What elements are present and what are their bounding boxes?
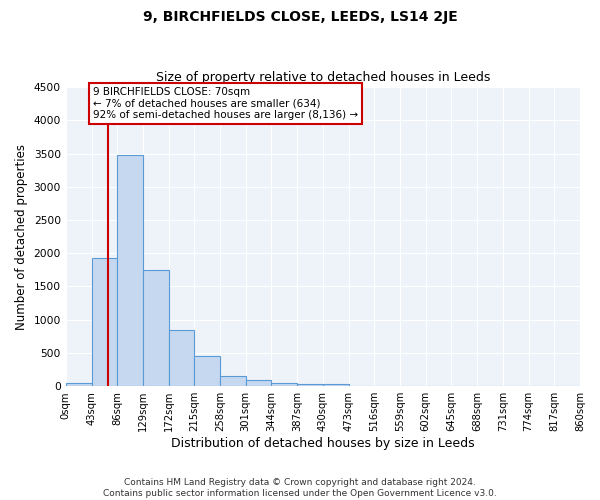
Bar bbox=[246, 380, 271, 386]
Title: Size of property relative to detached houses in Leeds: Size of property relative to detached ho… bbox=[156, 72, 490, 85]
Bar bbox=[194, 356, 220, 386]
Y-axis label: Number of detached properties: Number of detached properties bbox=[15, 144, 28, 330]
X-axis label: Distribution of detached houses by size in Leeds: Distribution of detached houses by size … bbox=[171, 437, 475, 450]
Bar bbox=[66, 383, 92, 386]
Bar bbox=[117, 155, 143, 386]
Bar bbox=[220, 376, 246, 386]
Bar bbox=[143, 270, 169, 386]
Text: 9 BIRCHFIELDS CLOSE: 70sqm
← 7% of detached houses are smaller (634)
92% of semi: 9 BIRCHFIELDS CLOSE: 70sqm ← 7% of detac… bbox=[92, 87, 358, 120]
Bar bbox=[92, 258, 117, 386]
Bar bbox=[297, 384, 323, 386]
Text: 9, BIRCHFIELDS CLOSE, LEEDS, LS14 2JE: 9, BIRCHFIELDS CLOSE, LEEDS, LS14 2JE bbox=[143, 10, 457, 24]
Bar bbox=[169, 330, 194, 386]
Text: Contains HM Land Registry data © Crown copyright and database right 2024.
Contai: Contains HM Land Registry data © Crown c… bbox=[103, 478, 497, 498]
Bar bbox=[323, 384, 349, 386]
Bar bbox=[271, 382, 297, 386]
